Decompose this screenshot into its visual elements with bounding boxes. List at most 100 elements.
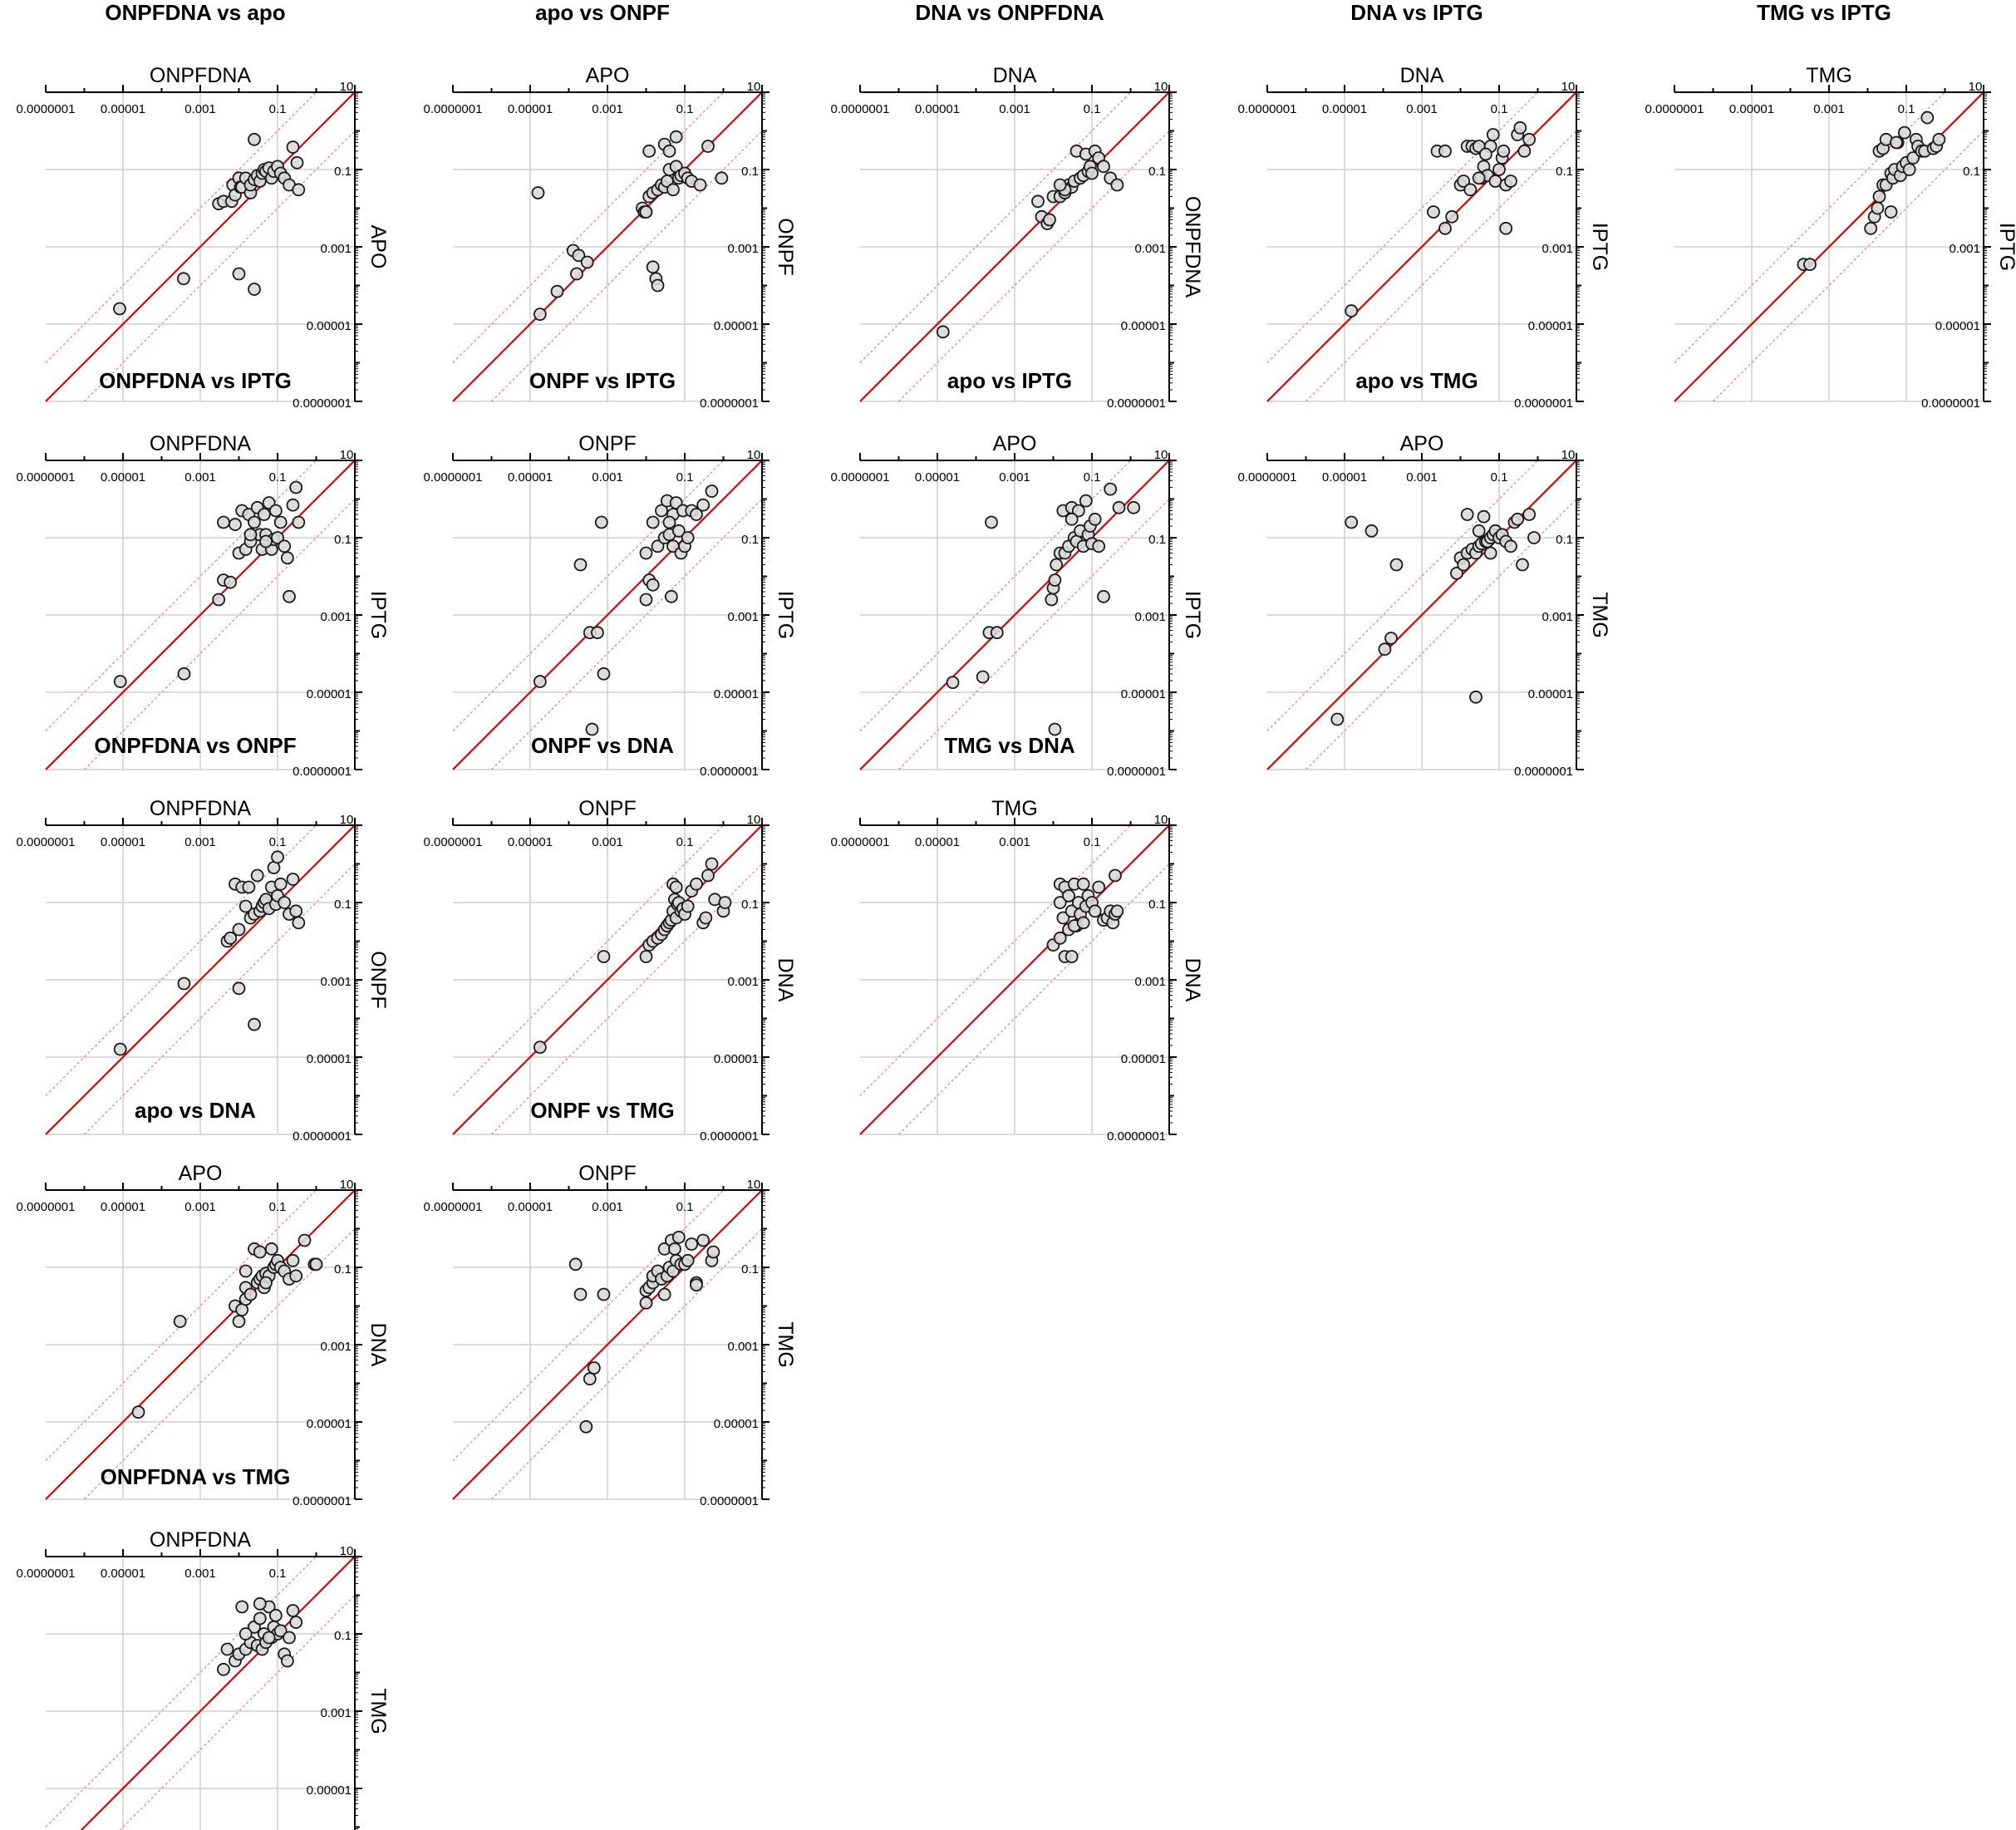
data-point (1345, 516, 1357, 528)
x-tick-label: 0.001 (184, 1567, 216, 1581)
data-point (248, 134, 260, 145)
lower-decade-line (85, 131, 356, 402)
x-tick-label: 0.1 (269, 835, 287, 849)
data-point (1885, 206, 1896, 218)
x-tick-label: 10 (1154, 80, 1168, 94)
y-tick-label: 0.1 (1556, 533, 1573, 547)
data-point (1899, 127, 1910, 139)
y-tick-label: 0.1 (334, 165, 352, 179)
data-point (1871, 203, 1883, 214)
data-point (278, 897, 290, 908)
data-point (597, 668, 609, 680)
lower-decade-line (1714, 131, 1984, 402)
data-point (1093, 540, 1104, 552)
data-point (700, 913, 711, 924)
data-point (682, 532, 694, 544)
data-point (1093, 881, 1104, 893)
y-axis-label: DNA (774, 958, 797, 1002)
data-point (236, 1601, 248, 1612)
data-point (1512, 514, 1523, 525)
data-point (243, 881, 254, 893)
data-point (534, 676, 546, 687)
y-tick-label: 0.00001 (1528, 319, 1573, 333)
y-tick-label: 0.1 (334, 898, 352, 912)
data-point (691, 878, 702, 890)
data-point (1505, 175, 1517, 187)
y-tick-label: 0.001 (1134, 610, 1166, 624)
data-point (582, 257, 593, 268)
x-tick-label: 10 (1561, 448, 1576, 462)
data-point (218, 1664, 229, 1675)
y-tick-label: 0.1 (741, 1262, 759, 1277)
x-tick-label: 0.001 (1406, 102, 1438, 116)
x-tick-label: 0.00001 (508, 470, 553, 485)
data-point (290, 1270, 302, 1281)
data-point (1089, 905, 1101, 917)
data-point (114, 303, 125, 314)
data-point (278, 540, 290, 552)
data-point (291, 157, 302, 169)
x-tick-label: 0.0000001 (831, 835, 890, 849)
data-point (1345, 305, 1357, 317)
y-tick-label: 0.1 (741, 533, 759, 547)
x-tick-label: 10 (1969, 80, 1983, 94)
x-tick-label: 0.001 (184, 1200, 216, 1214)
x-tick-label: 0.001 (1813, 102, 1845, 116)
y-axis-label: IPTG (1995, 223, 2016, 271)
data-point (258, 509, 270, 520)
data-point (1865, 223, 1876, 234)
data-point (1517, 559, 1528, 571)
x-tick-label: 0.001 (999, 470, 1030, 485)
x-axis-label: ONPF (578, 797, 636, 820)
x-tick-label: 0.0000001 (831, 470, 890, 485)
y-axis-label: ONPF (774, 218, 797, 275)
data-point (1473, 525, 1485, 537)
x-tick-label: 0.00001 (508, 835, 553, 849)
upper-decade-line (453, 1190, 724, 1461)
y-axis-label: TMG (366, 1688, 390, 1734)
data-point (1114, 502, 1125, 514)
lower-decade-line (85, 864, 356, 1135)
y-tick-label: 0.1 (741, 898, 759, 912)
data-point (270, 1610, 282, 1621)
x-tick-label: 0.1 (1491, 470, 1508, 485)
x-tick-label: 10 (340, 80, 354, 94)
data-point (580, 1421, 592, 1433)
x-tick-label: 0.001 (592, 470, 623, 485)
data-point (1933, 134, 1945, 145)
data-point (682, 1255, 694, 1267)
data-point (1045, 593, 1057, 605)
data-point (707, 1246, 719, 1257)
data-point (1128, 502, 1139, 514)
x-tick-label: 0.0000001 (424, 102, 483, 116)
data-point (290, 1616, 302, 1628)
y-tick-label: 0.1 (1148, 533, 1166, 547)
y-tick-label: 0.00001 (307, 687, 352, 701)
data-point (244, 529, 256, 540)
data-point (244, 1289, 256, 1301)
x-tick-label: 0.001 (592, 1200, 623, 1214)
x-tick-label: 10 (747, 80, 761, 94)
data-point (1098, 160, 1109, 172)
x-tick-label: 0.001 (184, 470, 216, 485)
data-point (691, 1279, 702, 1291)
upper-decade-line (453, 825, 724, 1096)
data-point (647, 579, 659, 591)
upper-decade-line (860, 92, 1131, 363)
x-tick-label: 10 (747, 448, 761, 462)
y-tick-label: 0.001 (1134, 242, 1166, 256)
data-point (1044, 214, 1055, 225)
data-point (248, 1019, 260, 1031)
data-point (229, 519, 241, 530)
x-tick-label: 0.00001 (101, 470, 145, 485)
data-point (1439, 145, 1451, 157)
